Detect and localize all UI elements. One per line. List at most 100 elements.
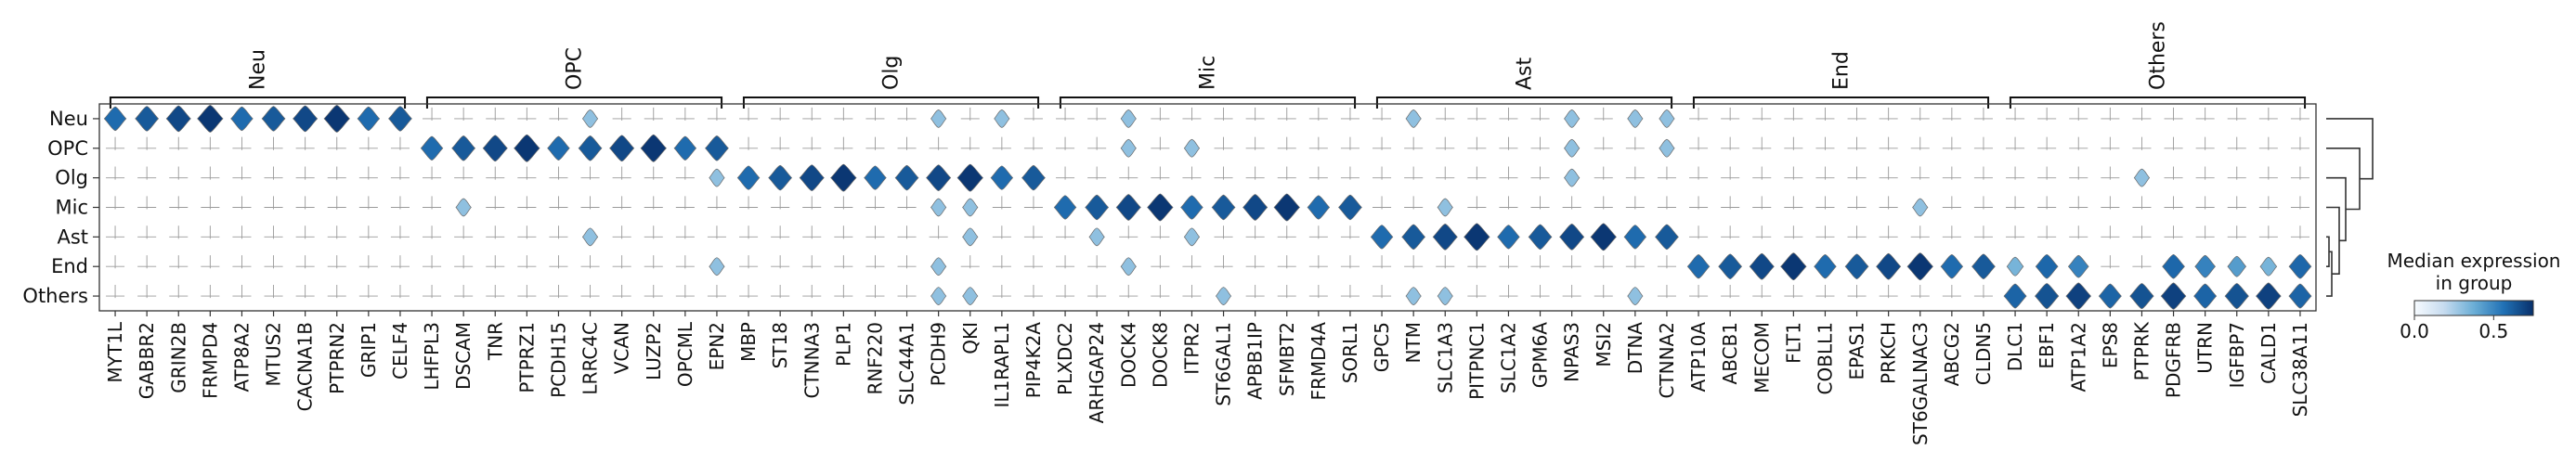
violin-opc-grip1 — [358, 136, 378, 150]
violin-neu-slc1a3 — [1436, 107, 1455, 121]
violin-ast-mbp — [739, 225, 759, 239]
violin-neu-myt1l — [103, 106, 127, 132]
violin-olg-epas1 — [1847, 166, 1867, 180]
violin-olg-igfbp7 — [2227, 166, 2246, 180]
violin-neu-celf4 — [388, 106, 412, 132]
violin-others-slc44a1 — [897, 284, 917, 299]
violin-ast-utrn — [2195, 225, 2215, 239]
violin-neu-opcml — [675, 107, 695, 121]
violin-olg-pcdh15 — [549, 166, 568, 180]
violin-others-celf4 — [390, 284, 410, 299]
violin-mic-utrn — [2195, 196, 2215, 210]
violin-mic-ntm — [1404, 196, 1424, 210]
bracket-opc — [425, 96, 723, 109]
violin-opc-sfmbt2 — [1277, 136, 1296, 150]
violin-olg-grip1 — [358, 166, 378, 180]
violin-mic-arhgap24 — [1085, 194, 1110, 221]
violin-end-mbp — [739, 255, 759, 269]
violin-neu-ctnna3 — [802, 107, 822, 121]
violin-end-dscam — [454, 255, 474, 269]
violin-opc-cldn5 — [1973, 136, 1993, 150]
violin-neu-ptprk — [2132, 107, 2152, 121]
violin-ast-cldn5 — [1973, 225, 1993, 239]
violin-mic-frmd4a — [1307, 195, 1331, 220]
violin-others-arhgap24 — [1087, 284, 1107, 299]
violin-ast-epas1 — [1847, 225, 1867, 239]
violin-others-cobll1 — [1815, 284, 1835, 299]
violin-opc-slc44a1 — [897, 136, 917, 150]
violin-opc-npas3 — [1564, 138, 1581, 158]
violin-mic-ptprn2 — [327, 196, 346, 210]
violin-ast-slc44a1 — [897, 225, 917, 239]
violin-neu-atp10a — [1689, 107, 1709, 121]
violin-end-st18 — [771, 255, 790, 269]
violin-ast-frmpd4 — [201, 225, 220, 239]
violin-opc-mtus2 — [264, 136, 283, 150]
violin-ast-cacna1b — [295, 225, 315, 239]
violin-others-apbb1ip — [1245, 284, 1265, 299]
violin-ast-atp1a2 — [2069, 225, 2088, 239]
violin-opc-slc1a2 — [1499, 136, 1518, 150]
violin-neu-npas3 — [1564, 109, 1581, 128]
violin-ast-dtna — [1623, 225, 1647, 250]
gene-label-arhgap24: ARHGAP24 — [1086, 322, 1108, 423]
violin-mic-npas3 — [1562, 196, 1581, 210]
violin-end-st6gal1 — [1214, 255, 1233, 269]
gene-label-apbb1ip: APBB1IP — [1244, 322, 1267, 400]
violin-others-ebf1 — [2034, 283, 2060, 310]
violin-end-luzp2 — [644, 255, 663, 269]
gene-label-il1rapl1: IL1RAPL1 — [991, 322, 1013, 407]
violin-neu-plp1 — [834, 107, 853, 121]
row-label-opc: OPC — [47, 137, 88, 160]
gene-label-grin2b: GRIN2B — [167, 322, 189, 393]
violin-neu-abcg2 — [1942, 107, 1961, 121]
violin-neu-rnf220 — [865, 107, 885, 121]
violin-ast-st18 — [771, 225, 790, 239]
dendrogram-link — [2326, 176, 2347, 242]
violin-end-gabbr2 — [137, 255, 157, 269]
violin-neu-ctnna2 — [1659, 109, 1675, 128]
gene-label-ctnna2: CTNNA2 — [1656, 322, 1678, 399]
violin-neu-dscam — [454, 107, 474, 121]
violin-olg-dtna — [1625, 166, 1645, 180]
violin-opc-epn2 — [705, 135, 729, 161]
violin-opc-prkch — [1879, 136, 1898, 150]
violin-mic-pdgfrb — [2164, 196, 2183, 210]
violin-olg-slc1a3 — [1436, 166, 1455, 180]
dendrogram-link — [2326, 118, 2374, 180]
violin-mic-il1rapl1 — [992, 196, 1011, 210]
violin-olg-arhgap24 — [1087, 166, 1107, 180]
violin-neu-gpm6a — [1530, 107, 1550, 121]
gene-label-pcdh9: PCDH9 — [928, 322, 950, 386]
row-label-mic: Mic — [56, 197, 89, 219]
violin-neu-prkch — [1879, 107, 1898, 121]
violin-neu-atp1a2 — [2069, 107, 2088, 121]
dendrogram-link — [2326, 236, 2330, 268]
violin-opc-dscam — [451, 135, 476, 161]
gene-label-igfbp7: IGFBP7 — [2226, 322, 2248, 388]
gene-label-pitpnc1: PITPNC1 — [1465, 322, 1488, 400]
gene-label-ptprn2: PTPRN2 — [326, 322, 348, 394]
violin-others-opcml — [675, 284, 695, 299]
violin-neu-luzp2 — [644, 107, 663, 121]
violin-ast-ptprn2 — [327, 225, 346, 239]
violin-end-dock4 — [1120, 257, 1137, 277]
violin-opc-gabbr2 — [137, 136, 157, 150]
violin-olg-il1rapl1 — [990, 165, 1014, 190]
gene-label-ctnna3: CTNNA3 — [800, 322, 823, 399]
gene-label-gabbr2: GABBR2 — [136, 322, 158, 399]
gene-labels: MYT1L GABBR2 GRIN2B FRMPD4 ATP8A2 MTUS2 CACNA1… — [104, 311, 2311, 445]
gene-label-utrn: UTRN — [2194, 322, 2217, 374]
dendrogram — [2326, 118, 2374, 297]
violin-mic-tnr — [486, 196, 505, 210]
violin-neu-apbb1ip — [1245, 107, 1265, 121]
gene-label-rnf220: RNF220 — [864, 322, 886, 395]
violin-opc-st6gal1 — [1214, 136, 1233, 150]
violin-opc-rnf220 — [865, 136, 885, 150]
violin-others-dock4 — [1119, 284, 1138, 299]
violin-others-plp1 — [834, 284, 853, 299]
row-label-ast: Ast — [57, 225, 88, 248]
violin-ast-atp8a2 — [232, 225, 252, 239]
violin-olg-ntm — [1404, 166, 1424, 180]
gene-label-frmpd4: FRMPD4 — [199, 322, 221, 399]
